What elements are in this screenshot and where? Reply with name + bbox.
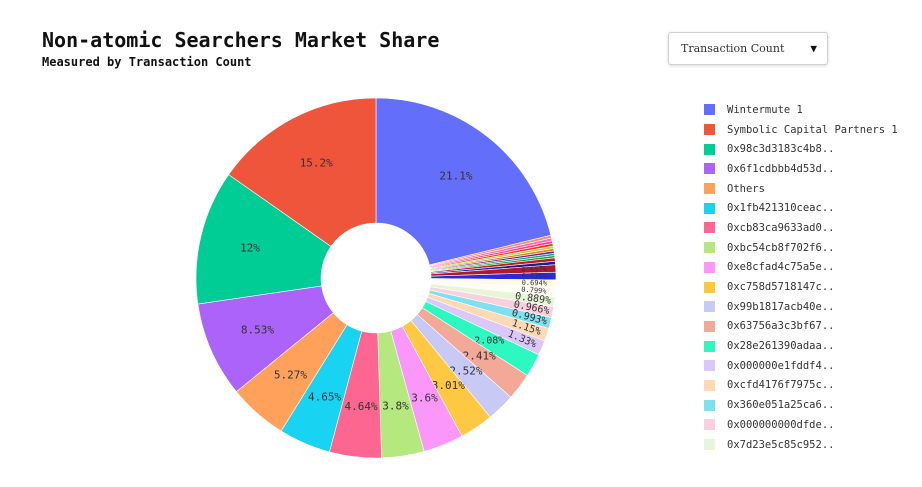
legend-label: 0x360e051a25ca6.. bbox=[727, 399, 835, 412]
legend-label: 0x98c3d3183c4b8.. bbox=[727, 143, 835, 156]
pie-slice[interactable] bbox=[195, 174, 332, 305]
slice-label: 0.694% bbox=[522, 279, 548, 288]
metric-dropdown-value: Transaction Count bbox=[681, 42, 785, 55]
legend-swatch bbox=[704, 419, 715, 431]
legend-item[interactable]: 0xcb83ca9633ad0.. bbox=[704, 218, 919, 238]
legend-item[interactable]: 0xbc54cb8f702f6.. bbox=[704, 238, 919, 258]
legend-label: 0x000000e1fddf4.. bbox=[727, 359, 835, 372]
legend-item[interactable]: 0x98c3d3183c4b8.. bbox=[704, 139, 919, 159]
slice-label: 21.1% bbox=[439, 170, 472, 183]
slice-label: 4.65% bbox=[308, 390, 341, 403]
slice-label: 3.01% bbox=[432, 379, 465, 392]
legend-swatch bbox=[704, 104, 715, 116]
donut-chart: 21.1%0.657%0.679%0.694%0.799%0.889%0.966… bbox=[195, 97, 557, 459]
legend-item[interactable]: 0xc758d5718147c.. bbox=[704, 277, 919, 297]
legend-item[interactable]: 0x360e051a25ca6.. bbox=[704, 395, 919, 415]
legend-label: 0x63756a3c3bf67.. bbox=[727, 320, 835, 333]
slice-label: 3.6% bbox=[411, 392, 438, 405]
legend-swatch bbox=[704, 242, 715, 254]
legend-label: 0x1fb421310ceac.. bbox=[727, 202, 835, 215]
legend-label: Symbolic Capital Partners 1 bbox=[727, 123, 898, 136]
chart-title: Non-atomic Searchers Market Share bbox=[42, 28, 440, 52]
slice-label: 0.799% bbox=[521, 286, 548, 296]
metric-dropdown[interactable]: Transaction Count ▼ bbox=[668, 32, 828, 65]
legend-label: Wintermute 1 bbox=[727, 103, 803, 116]
legend-swatch bbox=[704, 340, 715, 352]
slice-label: 8.53% bbox=[241, 324, 274, 337]
legend-item[interactable]: 0x28e261390adaa.. bbox=[704, 336, 919, 356]
slice-label: 0.679% bbox=[522, 272, 548, 280]
legend-label: 0xe8cfad4c75a5e.. bbox=[727, 261, 835, 274]
slice-label: 0.657% bbox=[521, 265, 547, 274]
legend-swatch bbox=[704, 143, 715, 155]
slice-label: 2.08% bbox=[474, 335, 504, 346]
legend-item[interactable]: 0xcfd4176f7975c.. bbox=[704, 376, 919, 396]
legend-label: 0x000000000dfde.. bbox=[727, 418, 835, 431]
legend-item[interactable]: 0x99b1817acb40e.. bbox=[704, 297, 919, 317]
slice-label: 3.8% bbox=[382, 400, 409, 413]
legend-label: 0x99b1817acb40e.. bbox=[727, 300, 835, 313]
legend-label: 0xc758d5718147c.. bbox=[727, 281, 835, 294]
legend-label: 0xbc54cb8f702f6.. bbox=[727, 241, 835, 254]
legend-item[interactable]: 0x1fb421310ceac.. bbox=[704, 198, 919, 218]
legend-item[interactable]: Symbolic Capital Partners 1 bbox=[704, 120, 919, 140]
legend-swatch bbox=[704, 301, 715, 313]
legend-item[interactable]: 0x7d23e5c85c952.. bbox=[704, 435, 919, 455]
legend-label: 0x28e261390adaa.. bbox=[727, 340, 835, 353]
legend-item[interactable]: 0xe8cfad4c75a5e.. bbox=[704, 258, 919, 278]
legend-swatch bbox=[704, 261, 715, 273]
legend-label: Others bbox=[727, 182, 765, 195]
legend-item[interactable]: 0xbc2c6cd501358.. bbox=[704, 454, 919, 456]
legend-swatch bbox=[704, 222, 715, 234]
legend-swatch bbox=[704, 399, 715, 411]
legend-swatch bbox=[704, 360, 715, 372]
slice-label: 15.2% bbox=[300, 157, 333, 170]
slice-label: 2.52% bbox=[449, 365, 482, 378]
legend-item[interactable]: 0x000000000dfde.. bbox=[704, 415, 919, 435]
slice-label: 5.27% bbox=[274, 369, 307, 382]
legend-swatch bbox=[704, 163, 715, 175]
slice-label: 4.64% bbox=[345, 400, 378, 413]
legend-swatch bbox=[704, 439, 715, 451]
legend-item[interactable]: Wintermute 1 bbox=[704, 100, 919, 120]
legend-swatch bbox=[704, 320, 715, 332]
slice-label: 2.41% bbox=[463, 350, 496, 363]
legend-item[interactable]: 0x000000e1fddf4.. bbox=[704, 356, 919, 376]
legend-label: 0x7d23e5c85c952.. bbox=[727, 438, 835, 451]
chart-legend: Wintermute 1 Symbolic Capital Partners 1 0… bbox=[704, 100, 919, 456]
pie-slice[interactable] bbox=[228, 97, 377, 247]
legend-item[interactable]: 0x63756a3c3bf67.. bbox=[704, 317, 919, 337]
legend-swatch bbox=[704, 202, 715, 214]
legend-label: 0xcfd4176f7975c.. bbox=[727, 379, 835, 392]
slice-label: 12% bbox=[240, 242, 260, 255]
legend-swatch bbox=[704, 281, 715, 293]
legend-item[interactable]: Others bbox=[704, 179, 919, 199]
legend-swatch bbox=[704, 183, 715, 195]
triangle-down-icon: ▼ bbox=[810, 42, 817, 55]
legend-swatch bbox=[704, 124, 715, 136]
pie-slice[interactable] bbox=[375, 97, 552, 266]
chart-subtitle: Measured by Transaction Count bbox=[42, 55, 252, 69]
legend-item[interactable]: 0x6f1cdbbb4d53d.. bbox=[704, 159, 919, 179]
legend-label: 0xcb83ca9633ad0.. bbox=[727, 221, 835, 234]
legend-swatch bbox=[704, 379, 715, 391]
legend-label: 0x6f1cdbbb4d53d.. bbox=[727, 162, 835, 175]
